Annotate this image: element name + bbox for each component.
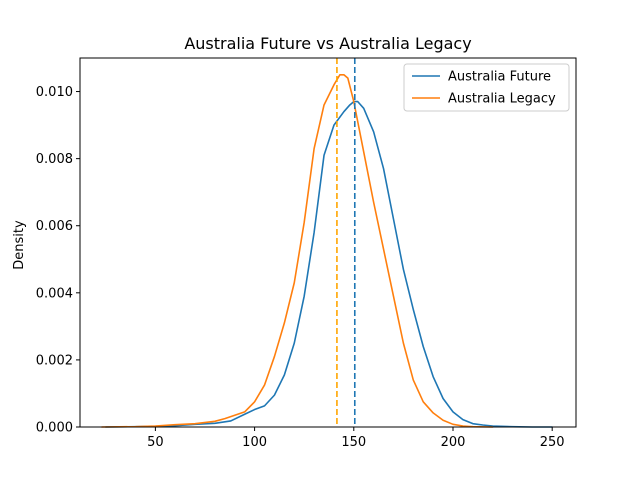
x-tick-label: 250: [540, 435, 565, 450]
series-line-australia-legacy: [101, 73, 494, 428]
x-tick-label: 200: [441, 435, 466, 450]
y-axis-label: Density: [12, 220, 27, 270]
x-tick-label: 50: [147, 435, 164, 450]
series-line-australia-future: [104, 100, 553, 428]
legend-label-australia-future: Australia Future: [448, 70, 551, 85]
x-tick-label: 150: [341, 435, 366, 450]
y-tick-label: 0.010: [36, 85, 73, 100]
y-tick-label: 0.002: [36, 353, 73, 368]
y-tick-label: 0.004: [36, 286, 73, 301]
y-tick-label: 0.008: [36, 152, 73, 167]
x-tick-label: 100: [242, 435, 267, 450]
chart-title: Australia Future vs Australia Legacy: [184, 34, 471, 53]
plot-area: 50 100 150 200 250 0.000 0.002 0.004 0.006 0.008 0…: [36, 57, 577, 450]
legend-label-australia-legacy: Australia Legacy: [448, 92, 556, 107]
legend-box: [403, 63, 570, 112]
plot-frame: [79, 57, 577, 428]
y-tick-label: 0.006: [36, 219, 73, 234]
y-tick-label: 0.000: [36, 421, 73, 436]
